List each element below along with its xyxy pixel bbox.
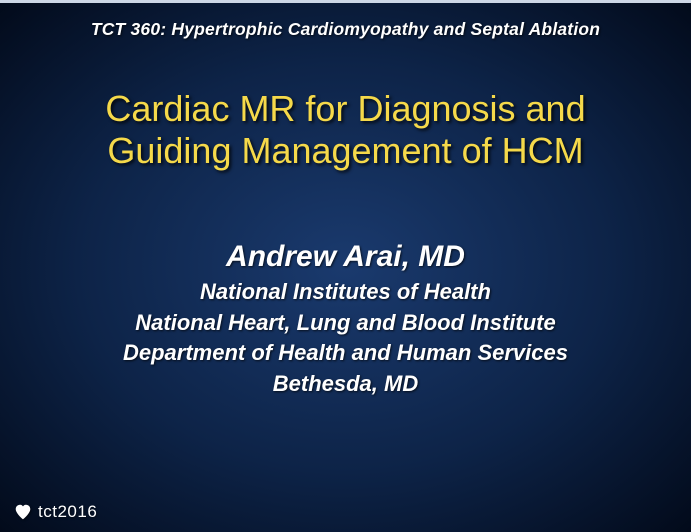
title-line-2: Guiding Management of HCM xyxy=(107,130,583,171)
logo-text: tct2016 xyxy=(38,502,97,522)
affiliation-line-4: Bethesda, MD xyxy=(0,369,691,399)
presentation-slide: TCT 360: Hypertrophic Cardiomyopathy and… xyxy=(0,0,691,532)
session-header: TCT 360: Hypertrophic Cardiomyopathy and… xyxy=(0,3,691,40)
author-block: Andrew Arai, MD National Institutes of H… xyxy=(0,173,691,399)
conference-logo: tct2016 xyxy=(14,502,97,522)
logo-year: 2016 xyxy=(57,502,97,521)
title-line-1: Cardiac MR for Diagnosis and xyxy=(105,88,585,129)
affiliation-line-2: National Heart, Lung and Blood Institute xyxy=(0,308,691,338)
author-name: Andrew Arai, MD xyxy=(0,237,691,278)
logo-tct: tct xyxy=(38,502,57,521)
slide-title: Cardiac MR for Diagnosis and Guiding Man… xyxy=(0,40,691,173)
heart-icon xyxy=(14,504,32,520)
affiliation-line-3: Department of Health and Human Services xyxy=(0,338,691,368)
affiliation-line-1: National Institutes of Health xyxy=(0,277,691,307)
